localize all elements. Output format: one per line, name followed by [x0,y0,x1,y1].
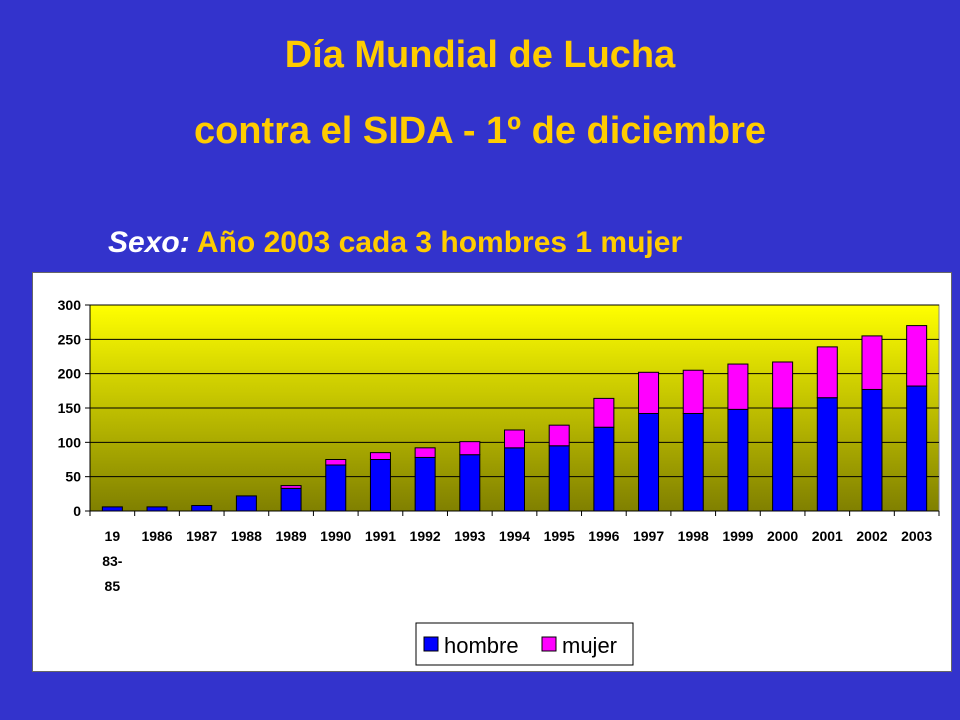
bar-hombre-12 [638,412,660,512]
y-tick-label: 100 [58,434,82,450]
x-tick-label: 2000 [767,528,798,544]
bar-mujer-18 [906,325,928,387]
x-tick-label: 1987 [186,528,217,544]
slide-subtitle: Sexo: Año 2003 cada 3 hombres 1 mujer [108,226,682,260]
slide-title-line2: contra el SIDA - 1º de diciembre [193,110,767,152]
bar-hombre-0 [101,506,123,512]
x-tick-label: 1990 [320,528,351,544]
bar-hombre-18 [906,385,928,512]
legend-label-hombre: hombre [444,633,519,658]
bar-hombre-7 [414,456,436,512]
x-tick-label: 19 [105,528,121,544]
bar-hombre-13 [682,412,704,512]
bar-hombre-2 [191,505,213,512]
bar-hombre-5 [325,464,347,512]
chart-area: 0 50 100 150 200 250 300 19 83- 85 1986 1987 1988 198… [32,272,952,672]
slide-title-line1: Día Mundial de Lucha [284,34,676,76]
x-tick-label: 1997 [633,528,664,544]
bar-hombre-17 [861,388,883,512]
bar-hombre-15 [772,407,794,512]
bar-mujer-12 [638,371,660,414]
bar-mujer-8 [459,441,481,456]
y-tick-label: 300 [58,297,82,313]
bar-hombre-16 [816,397,838,512]
x-tick-label: 85 [105,578,121,594]
x-tick-label: 1989 [276,528,307,544]
legend-swatch-hombre [423,636,439,652]
bar-mujer-10 [548,424,570,447]
x-tick-label: 1996 [588,528,619,544]
bar-hombre-14 [727,408,749,512]
subtitle-lead: Sexo: [108,226,190,259]
subtitle-rest: Año 2003 cada 3 hombres 1 mujer [189,226,683,259]
bar-hombre-9 [504,447,525,512]
legend-label-mujer: mujer [562,633,617,658]
y-tick-label: 150 [58,400,82,416]
x-tick-label: 2003 [901,528,932,544]
y-tick-label: 200 [58,366,82,382]
y-tick-label: 50 [65,469,81,485]
x-tick-label: 1988 [231,528,262,544]
x-tick-label: 83- [102,553,123,569]
x-tick-label: 1994 [499,528,530,544]
x-tick-label: 1995 [544,528,575,544]
bar-mujer-4 [280,485,302,489]
bar-mujer-9 [504,429,525,449]
legend-swatch-mujer [541,636,557,652]
bar-mujer-17 [861,335,883,390]
bar-mujer-14 [727,363,749,410]
x-tick-label: 1992 [410,528,441,544]
bar-hombre-11 [593,426,615,512]
bar-hombre-1 [146,506,168,512]
stacked-bar-chart: 0 50 100 150 200 250 300 19 83- 85 1986 1987 1988 198… [58,297,940,666]
bar-mujer-16 [816,346,838,399]
x-tick-label: 2002 [856,528,887,544]
x-tick-label: 1991 [365,528,396,544]
x-tick-label: 1986 [141,528,172,544]
bar-hombre-4 [280,487,302,512]
bar-hombre-6 [369,459,391,512]
bar-mujer-11 [593,397,615,428]
x-tick-label: 1998 [678,528,709,544]
x-tick-label: 1993 [454,528,485,544]
x-tick-label: 1999 [722,528,753,544]
bar-mujer-6 [369,452,391,460]
y-tick-label: 0 [73,503,81,519]
y-tick-label: 250 [58,331,82,347]
legend-box [415,622,634,666]
bar-hombre-8 [459,454,481,512]
bar-mujer-13 [682,369,704,414]
bar-hombre-10 [548,445,570,512]
bar-mujer-7 [414,447,436,458]
bar-hombre-3 [235,495,257,512]
x-tick-label: 2001 [812,528,843,544]
bar-mujer-5 [325,459,347,466]
bar-mujer-15 [772,361,794,409]
